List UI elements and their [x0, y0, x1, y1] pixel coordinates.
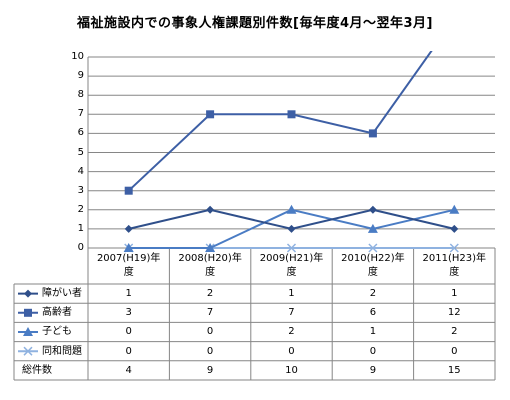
data-point-square	[287, 110, 296, 119]
y-tick-label: 0	[77, 242, 84, 253]
data-point-diamond	[287, 224, 296, 233]
table-cell: 0	[206, 326, 214, 338]
table-cell: 6	[369, 307, 377, 319]
table-cell: 2	[206, 288, 214, 299]
data-point-x	[368, 243, 378, 253]
table-cell: 10	[285, 364, 298, 376]
data-point-square	[24, 308, 32, 317]
table-cell: 15	[447, 364, 461, 376]
data-point-diamond	[368, 205, 377, 214]
y-tick-label: 3	[77, 184, 84, 196]
data-point-diamond	[206, 205, 215, 214]
table-cell: 2	[369, 288, 377, 299]
y-tick-label: 1	[77, 222, 84, 234]
table-cell: 1	[369, 326, 377, 338]
data-point-x	[449, 243, 459, 253]
table-cell: 0	[125, 326, 132, 338]
data-point-triangle	[367, 223, 378, 233]
data-point-triangle	[123, 243, 134, 252]
table-cell: 0	[288, 345, 295, 357]
series-line	[128, 51, 433, 192]
table-cell: 7	[288, 307, 295, 319]
y-tick-label: 2	[77, 203, 84, 215]
table-cell: 0	[451, 345, 458, 357]
x-category-label: 2011(H23)年	[422, 253, 487, 264]
data-point-triangle	[205, 243, 216, 252]
table-row-label: 子ども	[42, 326, 72, 338]
y-tick-label: 9	[77, 70, 84, 82]
table-cell: 2	[288, 326, 295, 338]
table-cell: 9	[369, 364, 377, 376]
x-category-label: 2009(H21)年	[259, 253, 324, 264]
data-point-square	[124, 186, 133, 195]
table-cell: 4	[125, 364, 132, 376]
table-row-label: 総件数	[22, 364, 52, 376]
table-cell: 9	[206, 364, 214, 376]
table-cell: 0	[369, 345, 377, 357]
table-row-label: 高齢者	[42, 307, 72, 319]
data-point-x	[23, 346, 33, 356]
data-point-diamond	[24, 289, 32, 298]
y-tick-label: 4	[77, 165, 84, 177]
data-point-square	[368, 129, 377, 138]
y-tick-label: 8	[77, 89, 84, 101]
x-category-label: 2008(H20)年	[178, 253, 242, 264]
x-category-label-line2: 度	[367, 267, 378, 278]
data-point-diamond	[450, 224, 459, 233]
table-cell: 12	[447, 307, 461, 319]
y-tick-label: 7	[77, 108, 84, 120]
x-category-label: 2010(H22)年	[341, 253, 405, 264]
table-cell: 0	[206, 345, 214, 357]
table-row-label: 同和問題	[42, 345, 82, 357]
table-cell: 1	[288, 288, 295, 299]
chart-title: 福祉施設内での事象人権課題別件数[毎年度4月～翌年3月]	[77, 16, 433, 31]
table-cell: 7	[206, 307, 214, 319]
y-tick-label: 6	[77, 127, 84, 139]
y-tick-label: 10	[71, 51, 84, 62]
data-point-x	[286, 243, 297, 253]
table-cell: 3	[125, 307, 132, 319]
table-cell: 1	[451, 288, 458, 299]
x-category-label-line2: 度	[286, 267, 297, 278]
x-category-label-line2: 度	[449, 267, 460, 278]
data-point-square	[206, 110, 215, 119]
data-point-triangle	[286, 204, 297, 214]
x-category-label-line2: 度	[205, 267, 216, 278]
table-row-label: 障がい者	[42, 288, 82, 299]
table-cell: 0	[125, 345, 132, 357]
x-category-label-line2: 度	[123, 267, 134, 278]
data-point-triangle	[23, 327, 33, 336]
data-point-triangle	[449, 204, 460, 214]
y-tick-label: 5	[77, 146, 84, 158]
x-category-label: 2007(H19)年	[96, 253, 161, 264]
table-cell: 2	[451, 326, 458, 338]
table-cell: 1	[125, 288, 132, 299]
data-point-diamond	[124, 224, 133, 233]
